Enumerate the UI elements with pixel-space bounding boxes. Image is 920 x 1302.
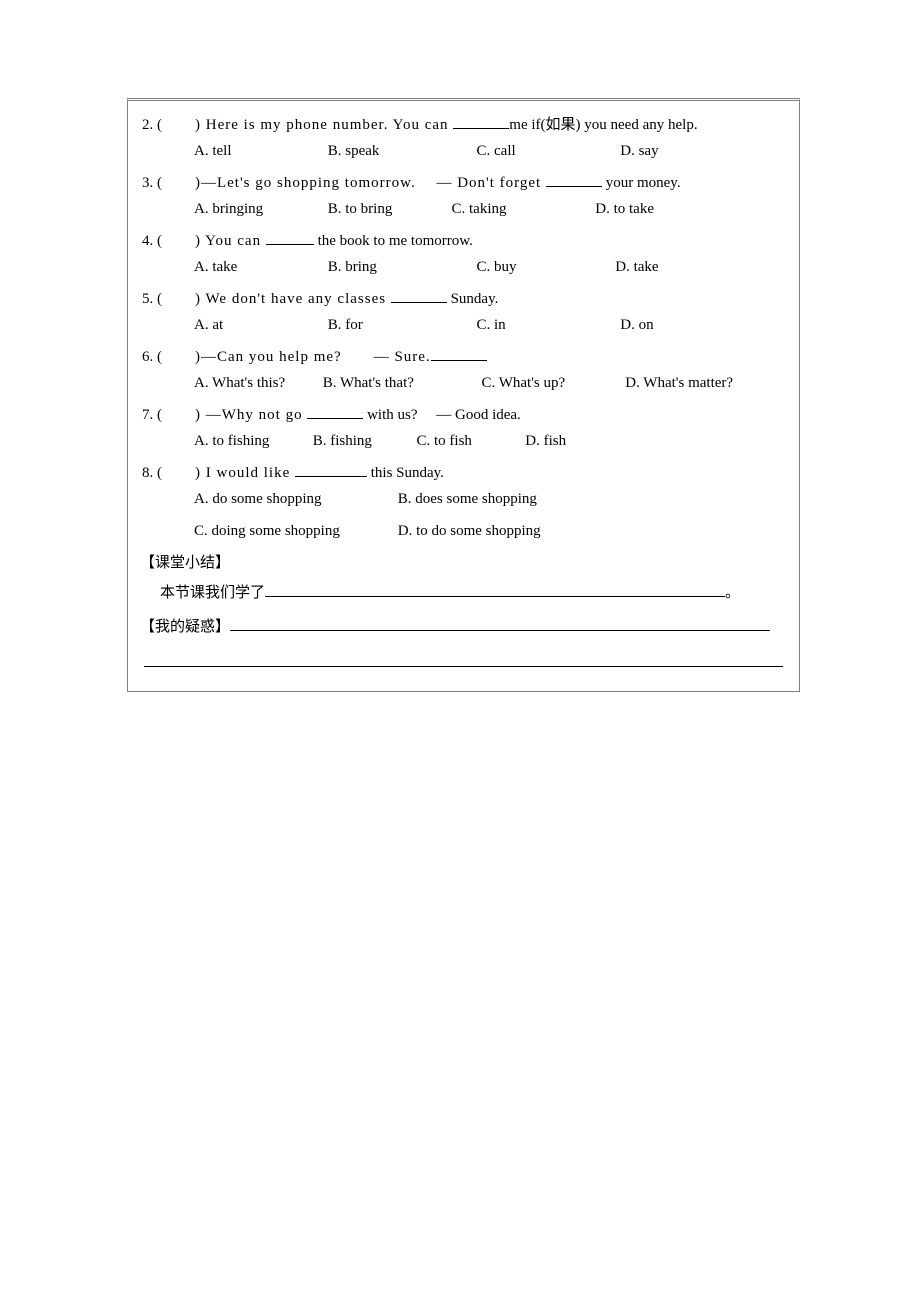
q7-opt-b: B. fishing: [313, 429, 413, 453]
summary-suffix: 。: [725, 585, 740, 601]
question-8-options-row1: A. do some shopping B. does some shoppin…: [140, 487, 787, 511]
question-4-options: A. take B. bring C. buy D. take: [140, 255, 787, 279]
q4-post: the book to me tomorrow.: [314, 233, 473, 249]
q2-post: me if(如果) you need any help.: [509, 117, 697, 133]
q5-blank: [391, 302, 447, 303]
question-8: 8. ( ) I would like this Sunday. A. do s…: [140, 461, 787, 543]
q4-blank: [266, 244, 314, 245]
summary-line: 本节课我们学了 。: [140, 581, 787, 605]
q7-opt-c: C. to fish: [417, 429, 522, 453]
question-7: 7. ( ) —Why not go with us? — Good idea.…: [140, 403, 787, 453]
q3-opt-a: A. bringing: [194, 197, 324, 221]
q4-num: 4.: [142, 233, 153, 249]
summary-heading: 【课堂小结】: [140, 551, 787, 575]
q8-blank: [295, 476, 367, 477]
q7-post: with us? — Good idea.: [363, 407, 520, 423]
q3-opt-d: D. to take: [595, 197, 695, 221]
q3-blank: [546, 186, 602, 187]
doubt-blank-2: [144, 649, 783, 667]
q4-opt-a: A. take: [194, 255, 324, 279]
doubt-heading: 【我的疑惑】: [140, 619, 230, 635]
summary-prefix: 本节课我们学了: [160, 585, 265, 601]
q6-opt-d: D. What's matter?: [625, 371, 755, 395]
worksheet-frame: 2. ( ) Here is my phone number. You can …: [127, 98, 800, 692]
question-5: 5. ( ) We don't have any classes Sunday.…: [140, 287, 787, 337]
question-6-options: A. What's this? B. What's that? C. What'…: [140, 371, 787, 395]
doubt-blank-1: [230, 630, 770, 631]
q2-opt-d: D. say: [620, 139, 720, 163]
q5-num: 5.: [142, 291, 153, 307]
q6-opt-b: B. What's that?: [323, 371, 478, 395]
q2-num: 2.: [142, 117, 153, 133]
q5-pre: ( ) We don't have any classes: [157, 291, 391, 307]
q5-opt-a: A. at: [194, 313, 324, 337]
q3-num: 3.: [142, 175, 153, 191]
q2-opt-b: B. speak: [328, 139, 473, 163]
question-3: 3. ( )—Let's go shopping tomorrow. — Don…: [140, 171, 787, 221]
q8-pre: ( ) I would like: [157, 465, 295, 481]
q5-opt-b: B. for: [328, 313, 473, 337]
q6-pre: ( )—Can you help me? — Sure.: [157, 349, 431, 365]
question-8-options-row2: C. doing some shopping D. to do some sho…: [140, 519, 787, 543]
question-2-options: A. tell B. speak C. call D. say: [140, 139, 787, 163]
q5-opt-d: D. on: [620, 313, 720, 337]
q7-opt-d: D. fish: [525, 429, 605, 453]
q7-pre: ( ) —Why not go: [157, 407, 307, 423]
q2-opt-c: C. call: [477, 139, 617, 163]
q2-blank: [453, 128, 509, 129]
question-8-stem: 8. ( ) I would like this Sunday.: [140, 461, 787, 485]
q7-opt-a: A. to fishing: [194, 429, 309, 453]
question-6-stem: 6. ( )—Can you help me? — Sure.: [140, 345, 787, 369]
question-5-options: A. at B. for C. in D. on: [140, 313, 787, 337]
q8-opt-b: B. does some shopping: [398, 487, 598, 511]
q4-pre: ( ) You can: [157, 233, 266, 249]
q6-opt-c: C. What's up?: [482, 371, 622, 395]
q3-opt-b: B. to bring: [328, 197, 448, 221]
question-4: 4. ( ) You can the book to me tomorrow. …: [140, 229, 787, 279]
q8-opt-c: C. doing some shopping: [194, 519, 394, 543]
q5-post: Sunday.: [447, 291, 499, 307]
q4-opt-c: C. buy: [477, 255, 612, 279]
question-6: 6. ( )—Can you help me? — Sure. A. What'…: [140, 345, 787, 395]
q2-opt-a: A. tell: [194, 139, 324, 163]
q8-opt-a: A. do some shopping: [194, 487, 394, 511]
question-5-stem: 5. ( ) We don't have any classes Sunday.: [140, 287, 787, 311]
question-7-stem: 7. ( ) —Why not go with us? — Good idea.: [140, 403, 787, 427]
question-2-stem: 2. ( ) Here is my phone number. You can …: [140, 113, 787, 137]
q3-post: your money.: [602, 175, 681, 191]
doubt-line: 【我的疑惑】: [140, 615, 787, 639]
q4-opt-b: B. bring: [328, 255, 473, 279]
q7-blank: [307, 418, 363, 419]
q6-opt-a: A. What's this?: [194, 371, 319, 395]
q6-num: 6.: [142, 349, 153, 365]
q4-opt-d: D. take: [615, 255, 715, 279]
summary-blank: [265, 596, 725, 597]
q3-opt-c: C. taking: [452, 197, 592, 221]
q3-pre: ( )—Let's go shopping tomorrow. — Don't …: [157, 175, 546, 191]
q8-num: 8.: [142, 465, 153, 481]
question-4-stem: 4. ( ) You can the book to me tomorrow.: [140, 229, 787, 253]
q8-opt-d: D. to do some shopping: [398, 519, 598, 543]
question-3-stem: 3. ( )—Let's go shopping tomorrow. — Don…: [140, 171, 787, 195]
q5-opt-c: C. in: [477, 313, 617, 337]
question-7-options: A. to fishing B. fishing C. to fish D. f…: [140, 429, 787, 453]
q8-post: this Sunday.: [367, 465, 444, 481]
question-2: 2. ( ) Here is my phone number. You can …: [140, 113, 787, 163]
q7-num: 7.: [142, 407, 153, 423]
q2-pre: ( ) Here is my phone number. You can: [157, 117, 453, 133]
question-3-options: A. bringing B. to bring C. taking D. to …: [140, 197, 787, 221]
q6-blank: [431, 360, 487, 361]
